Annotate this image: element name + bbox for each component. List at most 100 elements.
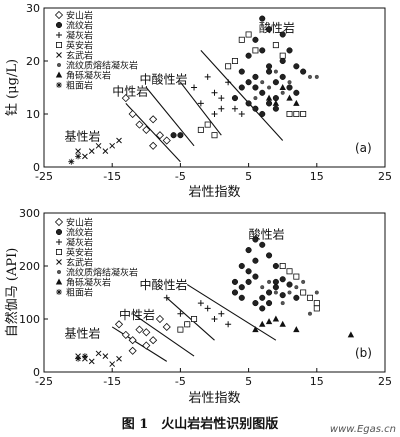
- y-tick-label: 0: [33, 366, 40, 379]
- x-axis-title: 岩性指数: [188, 185, 240, 200]
- data-point: [266, 289, 273, 296]
- legend-marker: [54, 10, 64, 20]
- data-point: [75, 355, 82, 362]
- x-tick-label: 5: [245, 170, 252, 183]
- data-point: [162, 136, 171, 145]
- data-point: [245, 79, 252, 86]
- data-point: [293, 326, 300, 333]
- data-point: [211, 132, 218, 139]
- data-point: [155, 131, 165, 140]
- legend-marker: [56, 42, 63, 49]
- region-label: 中酸性岩: [139, 71, 187, 86]
- data-point: [286, 281, 293, 288]
- region-label: 中酸性岩: [139, 277, 187, 292]
- data-point: [253, 96, 258, 101]
- data-point: [231, 278, 239, 285]
- data-point: [293, 89, 300, 96]
- data-point: [300, 289, 307, 296]
- data-point: [293, 273, 300, 280]
- plot-frame: [43, 7, 386, 168]
- data-point: [286, 84, 293, 91]
- data-point: [211, 89, 218, 96]
- panel-a: -25 -15 -5 5 15 25 0 10 20 30 岩性指数 钍 (μg/L) 基性岩 中性岩中酸…: [5, 2, 392, 200]
- data-point: [163, 294, 170, 301]
- data-point: [266, 63, 273, 70]
- data-point: [252, 257, 259, 264]
- data-point: [279, 262, 286, 269]
- data-point: [135, 325, 144, 334]
- data-point: [142, 341, 151, 350]
- boundary-line: [111, 326, 168, 362]
- legend-marker: [55, 71, 63, 78]
- panel-label: (a): [355, 141, 372, 155]
- x-tick-label: -15: [103, 375, 121, 388]
- legend-label: 玄武岩: [66, 50, 93, 62]
- legend-marker: [57, 63, 62, 68]
- legend-marker: [55, 21, 63, 29]
- y-tick-label: 30: [26, 2, 40, 15]
- data-point: [75, 153, 82, 160]
- data-point: [231, 95, 239, 102]
- data-point: [252, 300, 259, 307]
- data-point: [280, 90, 285, 95]
- data-point: [267, 279, 272, 284]
- data-point: [272, 105, 279, 112]
- data-point: [95, 142, 102, 149]
- y-tick-label: 0: [33, 161, 40, 174]
- data-point: [307, 74, 312, 79]
- data-point: [286, 94, 293, 101]
- data-point: [211, 316, 218, 322]
- legend-label: 角砾凝灰岩: [66, 277, 111, 289]
- data-point: [252, 105, 259, 112]
- legend-marker: [56, 32, 62, 38]
- data-point: [245, 278, 252, 285]
- data-point: [272, 42, 279, 49]
- legend-label: 流纹岩: [66, 20, 93, 32]
- data-point: [252, 36, 259, 43]
- data-point: [68, 158, 75, 165]
- data-point: [286, 47, 293, 54]
- data-point: [155, 314, 165, 324]
- data-point: [128, 336, 137, 345]
- x-tick-label: 5: [245, 375, 252, 388]
- boundary-line: [166, 297, 215, 341]
- data-point: [135, 120, 144, 129]
- y-tick-label: 200: [19, 260, 40, 273]
- x-tick-label: 15: [310, 170, 324, 183]
- data-point: [313, 300, 320, 307]
- data-point: [225, 63, 232, 70]
- data-point: [293, 99, 300, 106]
- data-point: [259, 110, 266, 118]
- data-point: [88, 358, 95, 365]
- data-point: [279, 73, 286, 80]
- y-tick-label: 100: [19, 313, 40, 326]
- data-point: [197, 100, 204, 107]
- legend-label: 安山岩: [66, 10, 93, 22]
- y-tick-label: 20: [26, 55, 40, 68]
- data-point: [293, 111, 300, 118]
- data-point: [231, 58, 238, 65]
- boundary-line: [186, 284, 277, 341]
- data-point: [211, 111, 218, 117]
- data-point: [238, 284, 245, 291]
- data-point: [109, 361, 116, 367]
- data-point: [149, 336, 158, 345]
- legend-marker: [57, 270, 62, 275]
- data-point: [294, 285, 299, 290]
- region-label: 中性岩: [112, 83, 148, 98]
- data-point: [81, 353, 88, 360]
- data-point: [204, 305, 211, 312]
- boundary-line: [200, 50, 284, 141]
- data-point: [273, 69, 278, 74]
- data-point: [109, 142, 116, 149]
- data-point: [279, 320, 286, 327]
- data-point: [272, 79, 279, 86]
- legend-label: 凝灰岩: [66, 237, 93, 249]
- legend-label: 英安岩: [66, 247, 93, 259]
- data-point: [266, 252, 273, 259]
- panel-label: (b): [355, 346, 372, 360]
- legend-marker: [54, 217, 64, 227]
- data-point: [266, 100, 273, 107]
- data-point: [177, 310, 184, 317]
